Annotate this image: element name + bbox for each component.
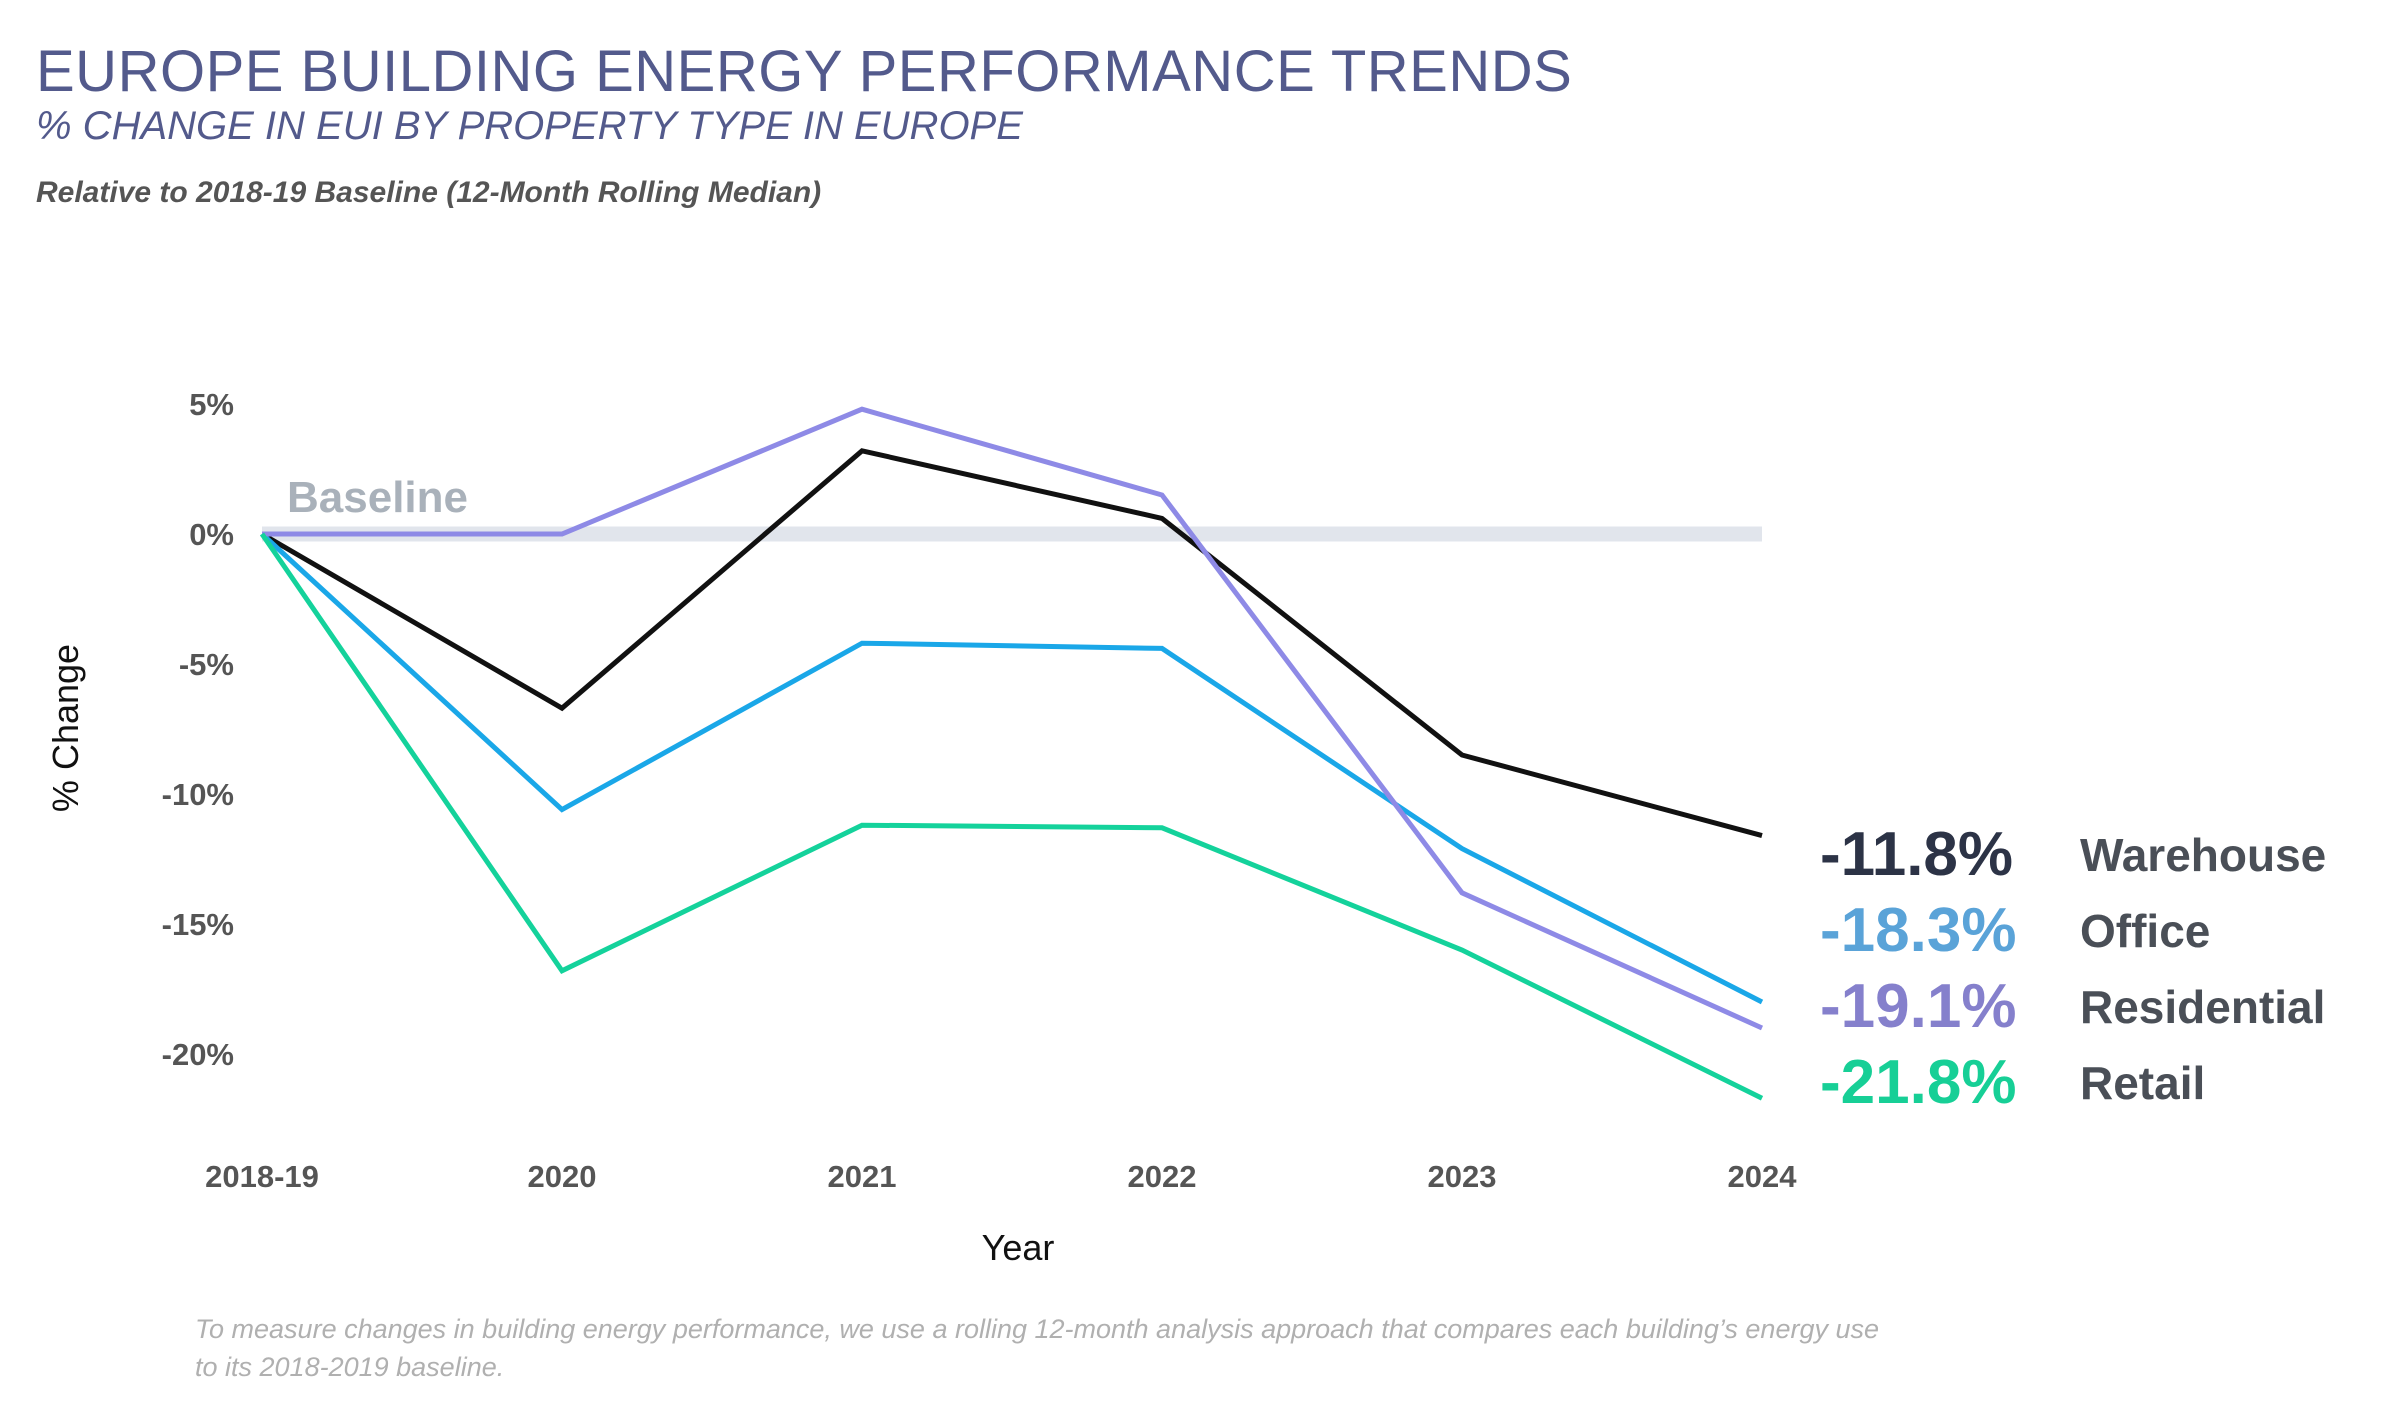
x-axis-title: Year xyxy=(982,1227,1055,1268)
series-name-residential: Residential xyxy=(2080,981,2325,1033)
x-tick-label: 2020 xyxy=(528,1159,597,1194)
y-axis: 5% 0% -5% -10% -15% -20% xyxy=(162,387,234,1072)
y-tick-label: -20% xyxy=(162,1037,234,1072)
series-line-residential xyxy=(262,406,1764,1031)
y-tick-label: 0% xyxy=(189,517,234,552)
series-name-warehouse: Warehouse xyxy=(2080,829,2326,881)
y-tick-label: 5% xyxy=(189,387,234,422)
chart-note: Relative to 2018-19 Baseline (12-Month R… xyxy=(36,176,822,209)
end-value-warehouse: -11.8% xyxy=(1820,820,2013,889)
chart-subtitle: % CHANGE IN EUI BY PROPERTY TYPE IN EURO… xyxy=(36,104,1023,148)
y-axis-title: % Change xyxy=(45,644,86,812)
end-value-retail: -21.8% xyxy=(1820,1048,2016,1117)
series-layer xyxy=(259,406,1764,1101)
x-tick-label: 2024 xyxy=(1728,1159,1798,1194)
series-name-retail: Retail xyxy=(2080,1057,2205,1109)
x-tick-label: 2021 xyxy=(828,1159,897,1194)
series-name-office: Office xyxy=(2080,905,2210,957)
x-tick-label: 2022 xyxy=(1128,1159,1197,1194)
line-chart: Baseline 5% 0% -5% -10% -15% -20% 2018-19 2020… xyxy=(45,387,2326,1268)
series-line-warehouse xyxy=(260,448,1763,839)
x-tick-label: 2018-19 xyxy=(205,1159,319,1194)
x-tick-label: 2023 xyxy=(1428,1159,1497,1194)
series-line-office xyxy=(260,532,1764,1005)
chart-title: EUROPE BUILDING ENERGY PERFORMANCE TREND… xyxy=(36,39,1573,104)
y-tick-label: -10% xyxy=(162,777,234,812)
y-tick-label: -15% xyxy=(162,907,234,942)
x-axis: 2018-19 2020 2021 2022 2023 2024 xyxy=(205,1159,1797,1194)
y-tick-label: -5% xyxy=(179,647,234,682)
series-line-retail xyxy=(259,532,1764,1101)
end-value-residential: -19.1% xyxy=(1820,972,2016,1041)
footnote: To measure changes in building energy pe… xyxy=(195,1314,1880,1382)
baseline-label: Baseline xyxy=(287,473,468,522)
end-labels: -11.8% Warehouse -18.3% Office -19.1% Residen… xyxy=(1820,820,2326,1117)
end-value-office: -18.3% xyxy=(1820,896,2016,965)
